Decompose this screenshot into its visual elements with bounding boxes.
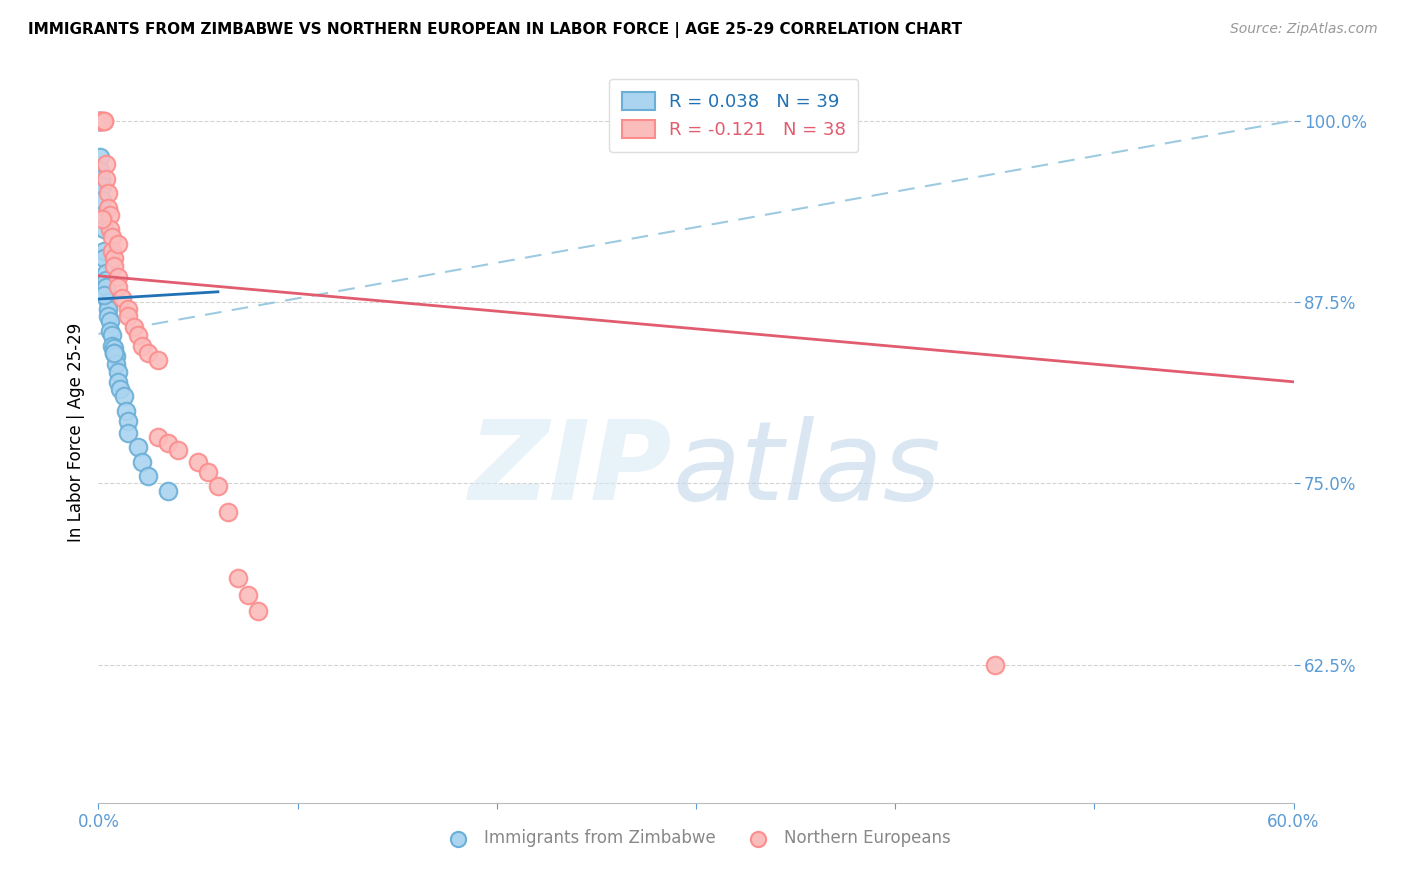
Point xyxy=(96,157,118,171)
Point xyxy=(98,314,122,328)
Point xyxy=(93,113,115,128)
Text: atlas: atlas xyxy=(672,417,941,523)
Point xyxy=(98,208,122,222)
Point xyxy=(98,222,122,236)
Point xyxy=(97,295,120,310)
Point xyxy=(96,266,118,280)
Point xyxy=(93,222,115,236)
Point xyxy=(103,342,125,356)
Point xyxy=(148,353,170,368)
Point xyxy=(101,328,124,343)
Point xyxy=(136,469,159,483)
Point xyxy=(111,291,134,305)
Point xyxy=(103,345,125,359)
Point xyxy=(96,280,118,294)
Point xyxy=(93,287,115,301)
Point xyxy=(97,310,120,324)
Point xyxy=(91,113,114,128)
Point xyxy=(89,150,111,164)
Point xyxy=(117,414,139,428)
Point xyxy=(97,302,120,317)
Point xyxy=(117,302,139,317)
Point xyxy=(107,375,129,389)
Point xyxy=(89,113,111,128)
Point xyxy=(93,252,115,266)
Point xyxy=(246,604,269,618)
Point xyxy=(167,443,190,458)
Point xyxy=(91,178,114,193)
Point xyxy=(207,479,229,493)
Point xyxy=(217,506,239,520)
Point xyxy=(101,229,124,244)
Point xyxy=(226,571,249,585)
Text: IMMIGRANTS FROM ZIMBABWE VS NORTHERN EUROPEAN IN LABOR FORCE | AGE 25-29 CORRELA: IMMIGRANTS FROM ZIMBABWE VS NORTHERN EUR… xyxy=(28,22,962,38)
Point xyxy=(98,324,122,338)
Point xyxy=(91,113,114,128)
Text: Source: ZipAtlas.com: Source: ZipAtlas.com xyxy=(1230,22,1378,37)
Point xyxy=(131,455,153,469)
Point xyxy=(112,389,135,403)
Point xyxy=(97,201,120,215)
Point xyxy=(89,113,111,128)
Point xyxy=(117,310,139,324)
Point xyxy=(107,280,129,294)
Text: ZIP: ZIP xyxy=(468,417,672,523)
Point xyxy=(96,171,118,186)
Y-axis label: In Labor Force | Age 25-29: In Labor Force | Age 25-29 xyxy=(66,323,84,542)
Legend: Immigrants from Zimbabwe, Northern Europeans: Immigrants from Zimbabwe, Northern Europ… xyxy=(434,822,957,854)
Point xyxy=(93,113,115,128)
Point xyxy=(89,113,111,128)
Point xyxy=(101,244,124,259)
Point xyxy=(187,455,209,469)
Point xyxy=(127,440,149,454)
Point xyxy=(157,435,180,450)
Point xyxy=(101,338,124,352)
Point xyxy=(984,657,1007,672)
Point xyxy=(103,259,125,273)
Point xyxy=(96,273,118,287)
Point xyxy=(105,349,128,363)
Point xyxy=(157,483,180,498)
Point xyxy=(148,430,170,444)
Point xyxy=(93,244,115,259)
Point xyxy=(91,212,114,227)
Point xyxy=(107,236,129,251)
Point xyxy=(93,208,115,222)
Point xyxy=(197,465,219,479)
Point xyxy=(107,365,129,379)
Point xyxy=(136,345,159,359)
Point xyxy=(110,382,132,396)
Point xyxy=(91,194,114,208)
Point xyxy=(89,164,111,178)
Point xyxy=(236,588,259,602)
Point xyxy=(115,404,138,418)
Point xyxy=(90,171,112,186)
Point xyxy=(97,186,120,200)
Point xyxy=(107,270,129,285)
Point xyxy=(131,338,153,352)
Point xyxy=(103,252,125,266)
Point xyxy=(105,358,128,372)
Point xyxy=(127,328,149,343)
Point xyxy=(103,345,125,359)
Point xyxy=(124,319,146,334)
Point xyxy=(117,425,139,440)
Point xyxy=(89,113,111,128)
